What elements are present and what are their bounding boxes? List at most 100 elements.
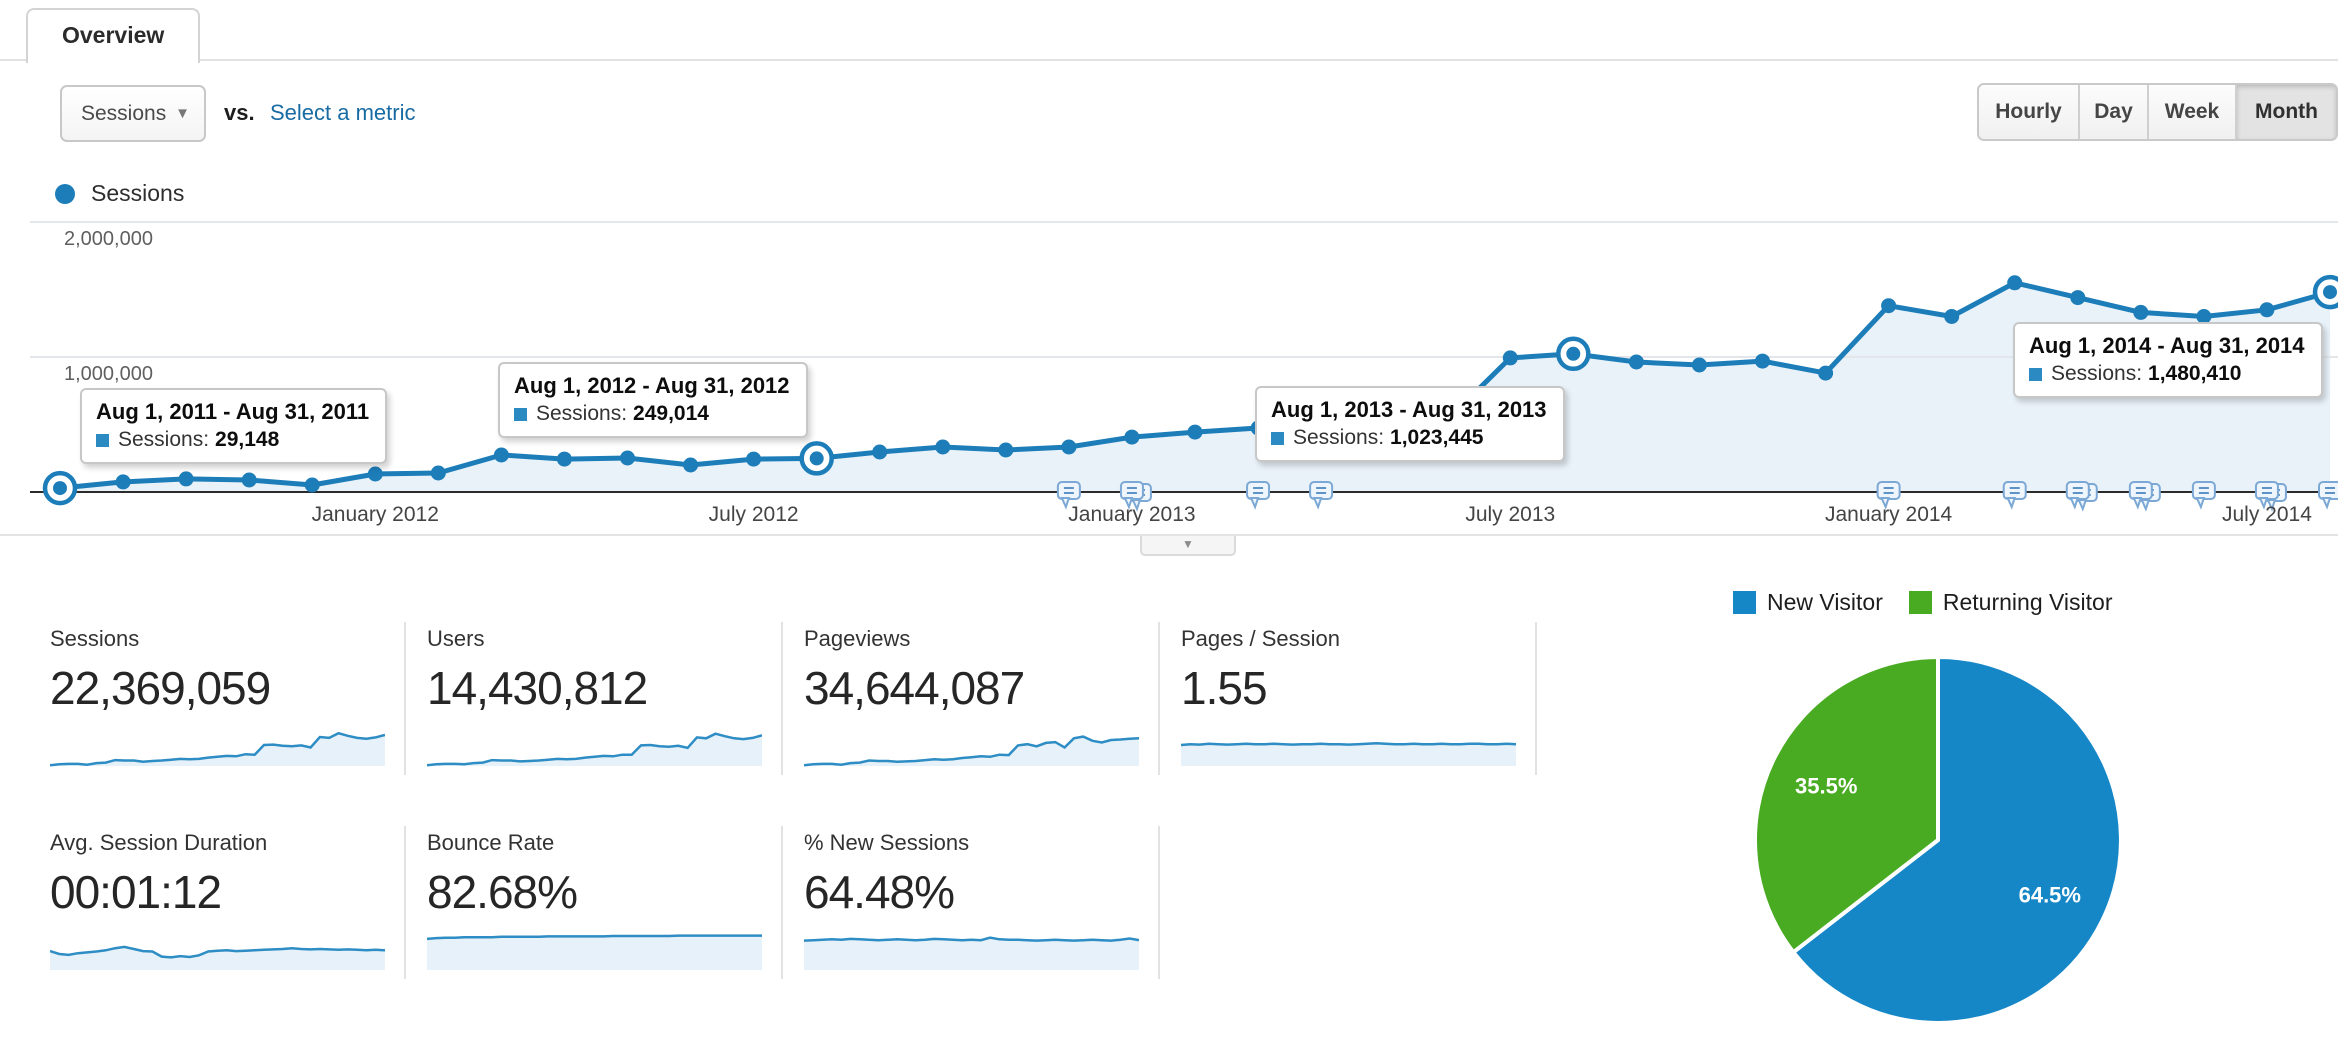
granularity-button-day[interactable]: Day [2080, 85, 2149, 139]
metric-card: Avg. Session Duration 00:01:12 [29, 826, 406, 979]
annotated-data-point[interactable] [2323, 285, 2337, 300]
data-point[interactable] [620, 450, 635, 466]
pie-slice-percent-label: 35.5% [1795, 773, 1857, 798]
metric-card: Bounce Rate 82.68% [406, 826, 783, 979]
annotated-data-point[interactable] [809, 451, 824, 466]
data-point[interactable] [241, 472, 257, 488]
tooltip-date-range: Aug 1, 2012 - Aug 31, 2012 [514, 373, 790, 398]
metric-card: Users 14,430,812 [406, 622, 783, 775]
data-point[interactable] [2070, 290, 2086, 306]
tooltip-date-range: Aug 1, 2013 - Aug 31, 2013 [1271, 397, 1547, 422]
x-axis-tick-label: January 2014 [1824, 503, 1953, 526]
annotation-flag-icon[interactable] [2128, 481, 2153, 510]
pie-slice-returning-visitor[interactable] [1752, 654, 1940, 956]
annotation-flag-icon[interactable] [2254, 481, 2279, 510]
metric-card-label: Sessions [50, 626, 140, 651]
data-point[interactable] [367, 466, 383, 482]
data-point[interactable] [1628, 354, 1644, 370]
annotation-flag-icon[interactable] [1246, 481, 1271, 510]
chart-legend: Sessions [55, 180, 184, 207]
annotation-flag-icon[interactable] [1309, 481, 1334, 510]
annotation-flag-icon[interactable] [2318, 481, 2338, 510]
data-point[interactable] [493, 447, 509, 463]
metric-card: Pages / Session 1.55 [1160, 622, 1537, 775]
metric-card-label: Users [427, 626, 485, 651]
metric-sparkline [804, 735, 1139, 767]
metric-card-label: Pages / Session [1181, 626, 1340, 651]
x-axis-tick-label: July 2012 [708, 503, 799, 526]
metric-card-value: 82.68% [427, 866, 578, 918]
data-point[interactable] [1124, 429, 1140, 445]
metric-card: Pageviews 34,644,087 [783, 622, 1160, 775]
metric-card-label: Bounce Rate [427, 830, 555, 855]
visitor-type-pie-chart: 64.5% 35.5% [1752, 654, 2123, 1025]
tooltip-metric-row: Sessions: 249,014 [514, 402, 790, 426]
tooltip-metric-value: 249,014 [633, 402, 709, 425]
data-point[interactable] [2007, 275, 2023, 291]
annotated-data-point[interactable] [53, 481, 67, 496]
metric-sparkline [50, 731, 385, 767]
returning-visitor-legend-swatch-icon [1908, 591, 1932, 614]
data-point[interactable] [1755, 353, 1770, 369]
annotation-flag-icon[interactable] [2002, 481, 2027, 510]
annotated-data-point[interactable] [1566, 346, 1581, 361]
data-point[interactable] [872, 444, 888, 460]
tooltip-metric-label: Sessions: [1293, 426, 1385, 449]
data-point[interactable] [1061, 439, 1077, 455]
data-point[interactable] [935, 439, 951, 455]
data-point[interactable] [430, 465, 446, 481]
data-point[interactable] [746, 451, 762, 467]
granularity-button-week[interactable]: Week [2149, 85, 2237, 139]
data-point[interactable] [683, 457, 699, 473]
chevron-down-icon: ▼ [175, 105, 190, 122]
tab-overview[interactable]: Overview [26, 8, 201, 63]
x-axis-tick-label: January 2012 [311, 503, 439, 526]
annotation-flag-icon[interactable] [1876, 481, 1901, 510]
granularity-button-hourly[interactable]: Hourly [1979, 85, 2080, 139]
data-point[interactable] [1502, 350, 1518, 366]
pie-slice-new-visitor[interactable] [1790, 654, 2123, 1025]
metric-card-value: 14,430,812 [427, 662, 648, 714]
data-point[interactable] [1187, 424, 1203, 440]
data-point[interactable] [1944, 309, 1960, 324]
data-point[interactable] [2133, 304, 2149, 320]
data-point[interactable] [304, 477, 320, 493]
metric-card-value: 22,369,059 [50, 662, 271, 714]
tooltip-metric-label: Sessions: [118, 428, 210, 451]
data-point[interactable] [1818, 365, 1834, 381]
annotation-flag-icon[interactable] [2191, 481, 2216, 510]
tooltip-metric-value: 29,148 [215, 428, 280, 451]
x-axis-tick-label: July 2013 [1465, 503, 1556, 526]
metric-sparkline [427, 934, 762, 970]
annotation-flag-icon[interactable] [2065, 481, 2090, 510]
data-point[interactable] [2259, 302, 2275, 318]
y-axis-tick-label: 2,000,000 [64, 228, 153, 250]
data-point[interactable] [556, 451, 572, 467]
tooltip-metric-row: Sessions: 1,023,445 [1271, 426, 1547, 450]
tooltip-metric-label: Sessions: [536, 402, 628, 425]
sessions-legend-label: Sessions [91, 180, 185, 206]
new-visitor-legend-swatch-icon [1733, 591, 1756, 614]
chart-annotation-tooltip: Aug 1, 2013 - Aug 31, 2013 Sessions: 1,023… [1255, 386, 1565, 462]
granularity-button-month[interactable]: Month [2237, 85, 2336, 139]
pie-slice-percent-label: 64.5% [2019, 883, 2081, 908]
data-point[interactable] [178, 471, 194, 487]
data-point[interactable] [1691, 357, 1707, 373]
metric-card: Sessions 22,369,059 [29, 622, 406, 775]
metric-selector-value: Sessions [81, 102, 167, 125]
data-point[interactable] [1881, 298, 1897, 314]
select-a-metric-link[interactable]: Select a metric [270, 100, 416, 125]
annotation-flag-icon[interactable] [1056, 481, 1081, 510]
x-axis-tick-label: July 2014 [2221, 503, 2312, 526]
metric-card-label: Avg. Session Duration [50, 830, 268, 855]
data-point[interactable] [115, 474, 131, 490]
sessions-swatch-icon [2029, 367, 2042, 381]
annotation-flag-icon[interactable] [1119, 481, 1144, 510]
sessions-swatch-icon [96, 433, 109, 447]
data-point[interactable] [2196, 309, 2212, 324]
sessions-swatch-icon [1271, 431, 1284, 445]
data-point[interactable] [998, 442, 1014, 458]
metric-selector-dropdown[interactable]: Sessions ▼ [60, 85, 206, 142]
annotations-drawer-toggle[interactable]: ▼ [1140, 536, 1236, 556]
chart-annotation-tooltip: Aug 1, 2014 - Aug 31, 2014 Sessions: 1,480… [2013, 322, 2323, 398]
